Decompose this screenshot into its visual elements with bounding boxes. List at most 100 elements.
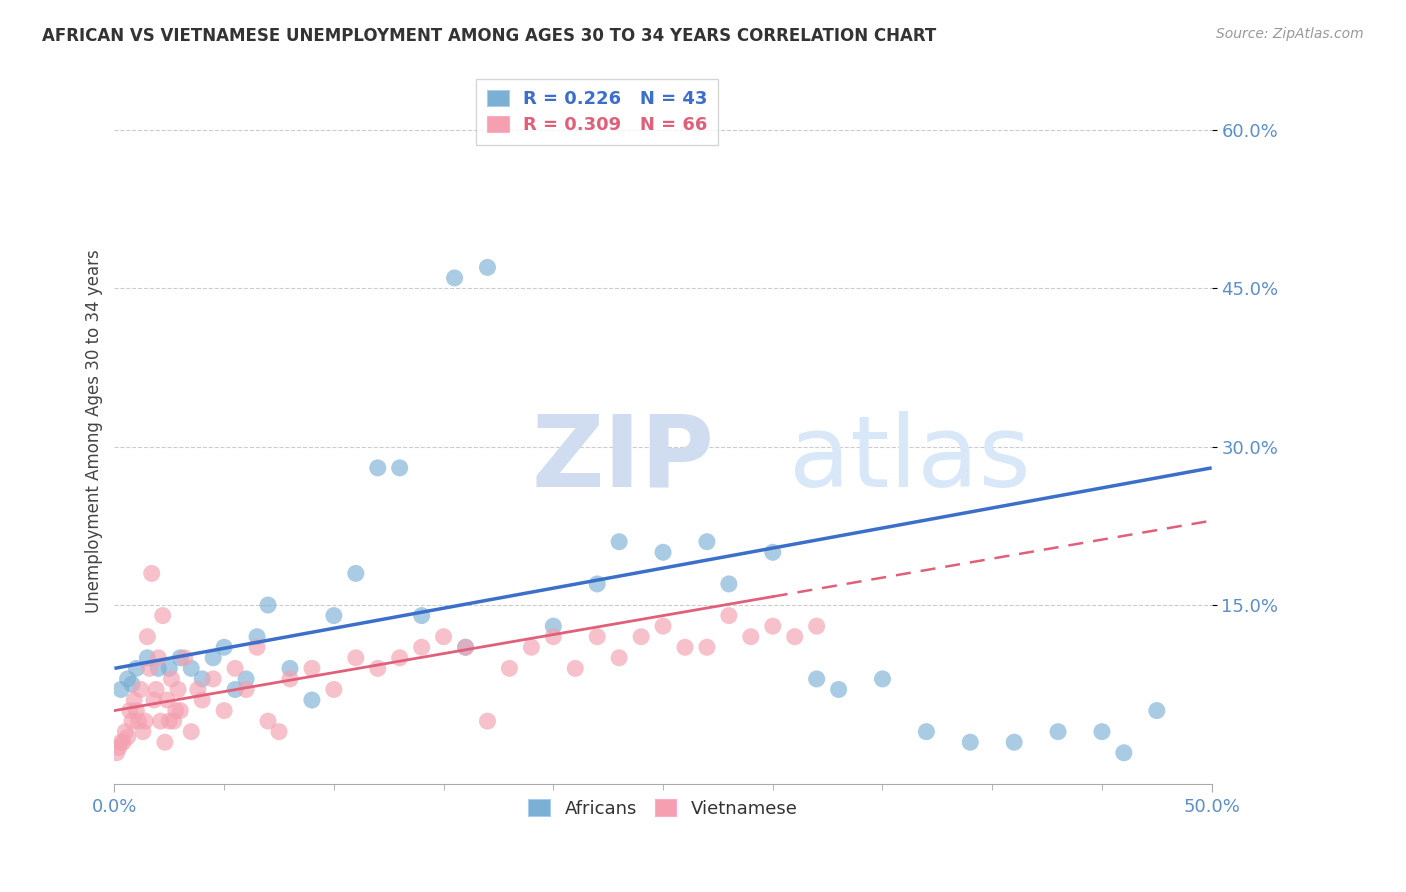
Point (1112, 746, 1135, 760)
Point (160, 672, 183, 686)
Point (301, 693, 323, 707)
Point (454, 640, 477, 655)
Point (157, 714, 180, 728)
Point (122, 693, 145, 707)
Point (163, 714, 186, 728)
Point (224, 661, 246, 675)
Point (411, 608, 433, 623)
Point (235, 682, 257, 697)
Point (153, 735, 176, 749)
Point (202, 672, 225, 686)
Point (1002, 735, 1025, 749)
Text: atlas: atlas (789, 410, 1031, 508)
Point (543, 619, 565, 633)
Point (543, 630, 565, 644)
Point (148, 661, 170, 675)
Point (105, 746, 128, 760)
Point (872, 672, 894, 686)
Point (652, 619, 675, 633)
Point (117, 730, 139, 744)
Point (344, 566, 367, 581)
Point (136, 650, 159, 665)
Y-axis label: Unemployment Among Ages 30 to 34 years: Unemployment Among Ages 30 to 34 years (86, 249, 103, 613)
Point (121, 714, 143, 728)
Point (367, 661, 389, 675)
Point (128, 714, 150, 728)
Point (125, 661, 148, 675)
Point (235, 672, 257, 686)
Point (740, 630, 762, 644)
Point (107, 740, 129, 755)
Point (301, 661, 323, 675)
Point (156, 693, 179, 707)
Point (114, 724, 136, 739)
Point (806, 619, 828, 633)
Point (762, 619, 785, 633)
Text: Source: ZipAtlas.com: Source: ZipAtlas.com (1216, 27, 1364, 41)
Point (110, 682, 132, 697)
Point (157, 661, 180, 675)
Point (169, 650, 191, 665)
Point (180, 661, 202, 675)
Point (191, 693, 214, 707)
Point (915, 724, 938, 739)
Point (959, 735, 981, 749)
Point (443, 271, 465, 285)
Point (125, 704, 148, 718)
Point (278, 672, 301, 686)
Point (388, 650, 411, 665)
Point (673, 640, 696, 655)
Point (167, 682, 190, 697)
Point (212, 640, 235, 655)
Point (145, 682, 167, 697)
Point (696, 534, 718, 549)
Point (454, 640, 477, 655)
Point (388, 461, 411, 475)
Point (477, 260, 499, 275)
Point (267, 724, 290, 739)
Point (173, 650, 195, 665)
Point (142, 693, 165, 707)
Point (652, 545, 675, 559)
Point (322, 608, 344, 623)
Point (191, 672, 214, 686)
Point (586, 577, 609, 591)
Point (112, 735, 135, 749)
Point (257, 598, 280, 612)
Point (783, 630, 806, 644)
Point (477, 714, 499, 728)
Point (717, 577, 740, 591)
Point (152, 608, 174, 623)
Point (498, 661, 520, 675)
Point (411, 640, 433, 655)
Point (717, 608, 740, 623)
Text: ZIP: ZIP (531, 410, 714, 508)
Point (134, 714, 156, 728)
Point (367, 461, 389, 475)
Point (630, 630, 652, 644)
Point (607, 650, 630, 665)
Point (827, 682, 849, 697)
Point (762, 545, 785, 559)
Point (322, 682, 344, 697)
Point (138, 661, 160, 675)
Text: AFRICAN VS VIETNAMESE UNEMPLOYMENT AMONG AGES 30 TO 34 YEARS CORRELATION CHART: AFRICAN VS VIETNAMESE UNEMPLOYMENT AMONG… (42, 27, 936, 45)
Point (257, 714, 280, 728)
Point (806, 672, 828, 686)
Point (187, 682, 209, 697)
Point (586, 630, 609, 644)
Point (246, 630, 269, 644)
Point (136, 630, 159, 644)
Point (246, 640, 269, 655)
Legend: Africans, Vietnamese: Africans, Vietnamese (522, 792, 806, 825)
Point (141, 566, 163, 581)
Point (1146, 704, 1168, 718)
Point (129, 682, 152, 697)
Point (202, 650, 225, 665)
Point (148, 650, 170, 665)
Point (1091, 724, 1114, 739)
Point (117, 672, 139, 686)
Point (110, 735, 132, 749)
Point (224, 682, 246, 697)
Point (169, 704, 191, 718)
